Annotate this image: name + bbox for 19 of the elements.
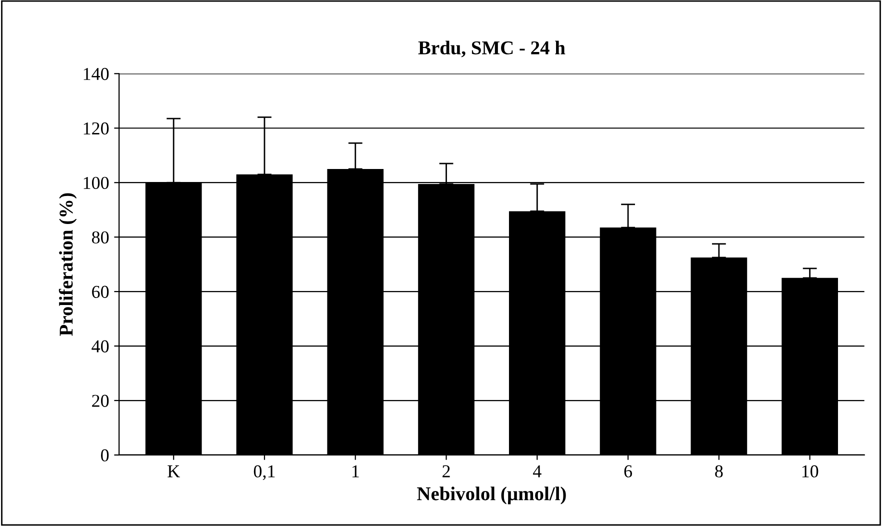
x-tick-label: 6 — [624, 465, 632, 478]
y-axis-title: Proliferation (%) — [58, 193, 77, 336]
x-tick-label: 8 — [715, 465, 723, 478]
y-tick-label: 0 — [101, 449, 109, 462]
x-tick-label: 2 — [442, 465, 450, 478]
y-tick-label: 100 — [84, 176, 109, 190]
chart-title: Brdu, SMC - 24 h — [418, 40, 566, 58]
x-axis-title: Nebivolol (µmol/l) — [417, 486, 566, 504]
y-tick-label: 140 — [84, 68, 109, 80]
y-tick-label: 60 — [92, 286, 109, 298]
y-tick-label: 120 — [84, 122, 109, 135]
x-tick-label: 1 — [352, 465, 359, 478]
y-tick-label: 80 — [92, 231, 109, 244]
y-tick-label: 40 — [92, 340, 109, 352]
x-tick-label: 4 — [533, 465, 542, 478]
x-tick-label: K — [168, 465, 180, 478]
x-tick-label: 10 — [802, 465, 818, 478]
y-tick-label: 20 — [92, 394, 109, 407]
x-tick-label: 0,1 — [254, 465, 275, 480]
